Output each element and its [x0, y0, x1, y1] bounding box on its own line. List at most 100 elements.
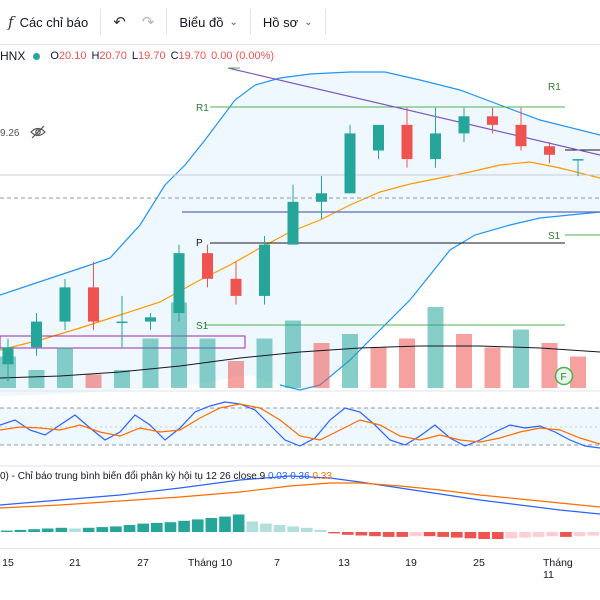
- x-tick: 19: [405, 557, 417, 569]
- candle-body[interactable]: [145, 317, 156, 322]
- redo-button[interactable]: ↷: [134, 6, 163, 38]
- candle-body[interactable]: [430, 133, 441, 160]
- candles: [2, 107, 584, 382]
- flag-label: F: [561, 372, 567, 383]
- macd-hist-bar: [355, 532, 368, 536]
- candle-body[interactable]: [59, 287, 71, 322]
- volume-bar: [513, 329, 529, 388]
- low-key: L: [131, 50, 139, 62]
- flag-marker[interactable]: [554, 366, 574, 386]
- x-tick: 15: [2, 557, 14, 569]
- macd-value-1: 0.03: [267, 471, 288, 482]
- macd-hist-bar: [532, 532, 545, 537]
- candle-body[interactable]: [572, 159, 584, 161]
- candle-body[interactable]: [401, 124, 413, 160]
- chart-type-dropdown[interactable]: Biểu đồ ⌄: [171, 6, 245, 38]
- profile-dropdown[interactable]: Hồ sơ ⌄: [255, 6, 321, 38]
- candle-body[interactable]: [31, 321, 42, 348]
- undo-button[interactable]: ↶: [105, 6, 134, 38]
- close-value: 19.70: [178, 50, 207, 62]
- macd-hist-bar: [232, 514, 245, 532]
- volume-bars: [0, 302, 586, 388]
- high-key: H: [91, 50, 100, 62]
- macd-hist-bar: [410, 532, 422, 537]
- macd-hist-bar: [246, 521, 259, 532]
- low-value: 19.70: [138, 50, 166, 62]
- x-tick: 13: [338, 557, 350, 569]
- candle-body[interactable]: [487, 116, 498, 125]
- macd-signal-line: [0, 482, 600, 509]
- macd-hist-bar: [151, 522, 163, 532]
- pivot-label-r1-right: R1: [548, 82, 561, 93]
- bollinger-upper: [0, 71, 600, 296]
- chart-type-label: Biểu đồ: [179, 14, 224, 30]
- macd-hist-bar: [219, 516, 231, 532]
- macd-hist-bar: [178, 520, 190, 532]
- volume-bar: [142, 338, 159, 388]
- volume-bar: [541, 343, 558, 388]
- toolbar-divider: [166, 9, 168, 35]
- volume-bar: [28, 370, 45, 388]
- function-icon: f: [8, 13, 14, 31]
- macd-hist-bar: [314, 529, 327, 532]
- macd-hist-bar: [1, 530, 13, 532]
- volume-bar: [427, 307, 444, 388]
- chart-area[interactable]: R1 R1 P P S1 S1 F: [0, 60, 600, 553]
- high-value: 20.70: [99, 50, 127, 62]
- x-tick: Tháng 11: [543, 557, 573, 581]
- macd-hist-bar: [491, 532, 504, 539]
- close-key: C: [170, 50, 179, 62]
- candle-body[interactable]: [88, 287, 99, 322]
- macd-hist-bar: [123, 525, 136, 532]
- macd-hist-bar: [82, 527, 95, 532]
- redo-icon: ↷: [141, 14, 155, 31]
- ohlc-legend: HNX O 20.10 H 20.70 L 19.70 C 19.70 0.00 (0.…: [0, 47, 279, 65]
- macd-value-3: 0.33: [312, 471, 332, 482]
- candle-body[interactable]: [116, 321, 128, 324]
- indicator-value: 9.26: [0, 128, 20, 139]
- macd-hist-bar: [519, 532, 531, 538]
- candle-body[interactable]: [173, 253, 185, 314]
- stoch-k-line: [0, 401, 600, 449]
- time-axis[interactable]: 15 21 27 Tháng 10 7 13 19 25 Tháng 11: [0, 548, 600, 581]
- macd-hist-bar: [164, 522, 177, 532]
- macd-hist-bar: [301, 527, 313, 532]
- chevron-down-icon: ⌄: [229, 16, 238, 28]
- candle-body[interactable]: [515, 124, 527, 147]
- profile-label: Hồ sơ: [262, 14, 299, 30]
- macd-hist-bar: [137, 523, 149, 532]
- candle-body[interactable]: [202, 253, 213, 279]
- macd-hist-bar: [96, 527, 109, 532]
- candle-body[interactable]: [373, 124, 384, 151]
- volume-bar: [456, 334, 472, 388]
- candle-body[interactable]: [2, 347, 14, 365]
- volume-bar: [399, 338, 415, 388]
- candle-body[interactable]: [230, 278, 242, 296]
- price-chart[interactable]: R1 R1 P P S1 S1 F: [0, 60, 600, 548]
- open-value: 20.10: [58, 50, 87, 62]
- indicators-button[interactable]: f Các chỉ báo: [0, 6, 96, 38]
- macd-hist-bar: [382, 532, 395, 537]
- x-tick: 21: [69, 557, 81, 569]
- macd-hist-bar: [573, 532, 586, 537]
- macd-hist-bar: [205, 518, 218, 532]
- macd-hist-bar: [560, 532, 572, 537]
- macd-hist-bar: [396, 532, 409, 537]
- candle-body[interactable]: [544, 146, 555, 155]
- volume-bar: [484, 347, 501, 388]
- x-tick: Tháng 10: [187, 557, 233, 569]
- candle-body[interactable]: [344, 133, 356, 194]
- candle-body[interactable]: [458, 116, 470, 134]
- macd-hist-bar: [369, 532, 381, 537]
- stoch-d-line: [0, 403, 600, 445]
- macd-hist-bar: [273, 525, 286, 532]
- macd-value-2: 0.36: [290, 471, 310, 482]
- macd-hist-bar: [505, 532, 518, 539]
- macd-legend: 0) - Chỉ báo trung bình biến đổi phân kỳ…: [0, 471, 332, 482]
- volume-bar: [114, 370, 130, 388]
- candle-body[interactable]: [316, 193, 327, 202]
- toolbar-divider: [100, 9, 102, 35]
- hide-eye-icon[interactable]: [30, 125, 46, 139]
- candle-body[interactable]: [259, 244, 270, 296]
- candle-body[interactable]: [287, 201, 299, 245]
